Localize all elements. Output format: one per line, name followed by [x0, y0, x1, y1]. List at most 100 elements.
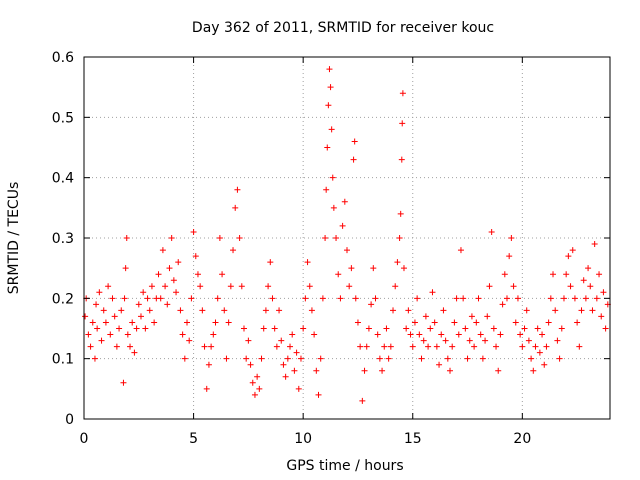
- data-point: [107, 331, 114, 338]
- data-point: [506, 253, 513, 260]
- data-point: [569, 247, 576, 254]
- data-point: [556, 355, 563, 362]
- data-point: [420, 337, 427, 344]
- data-point: [512, 319, 519, 326]
- data-point: [602, 325, 609, 332]
- data-point: [451, 319, 458, 326]
- data-point: [528, 355, 535, 362]
- x-tick-label: 0: [80, 431, 89, 447]
- data-points: [82, 66, 611, 404]
- data-point: [190, 228, 197, 235]
- data-point: [346, 283, 353, 290]
- data-point: [596, 271, 603, 278]
- data-point: [585, 265, 592, 272]
- data-point: [335, 271, 342, 278]
- data-point: [563, 271, 570, 278]
- data-point: [308, 307, 315, 314]
- data-point: [276, 307, 283, 314]
- data-point: [98, 337, 105, 344]
- data-point: [414, 295, 421, 302]
- data-point: [523, 307, 530, 314]
- data-point: [357, 343, 364, 350]
- data-point: [140, 289, 147, 296]
- data-point: [499, 301, 506, 308]
- data-point: [550, 271, 557, 278]
- data-point: [473, 319, 480, 326]
- data-point: [164, 301, 171, 308]
- data-point: [137, 313, 144, 320]
- data-point: [477, 331, 484, 338]
- data-point: [545, 319, 552, 326]
- data-point: [442, 337, 449, 344]
- data-point: [534, 325, 541, 332]
- data-point: [387, 343, 394, 350]
- data-point: [82, 313, 89, 320]
- data-point: [247, 361, 254, 368]
- data-point: [243, 355, 250, 362]
- data-point: [327, 84, 334, 91]
- data-point: [416, 331, 423, 338]
- data-point: [273, 343, 280, 350]
- data-point: [168, 235, 175, 241]
- data-point: [348, 265, 355, 272]
- data-point: [580, 277, 587, 284]
- data-point: [118, 307, 125, 314]
- data-point: [142, 325, 149, 332]
- data-point: [521, 325, 528, 332]
- data-point: [600, 289, 607, 296]
- data-point: [166, 265, 173, 272]
- data-point: [116, 325, 123, 332]
- data-point: [493, 343, 500, 350]
- data-point: [392, 283, 399, 290]
- data-point: [449, 343, 456, 350]
- data-point: [188, 295, 195, 302]
- y-tick-label: 0.5: [52, 110, 74, 126]
- data-point: [216, 235, 223, 241]
- data-point: [466, 337, 473, 344]
- data-point: [155, 271, 162, 278]
- data-point: [225, 319, 232, 326]
- data-point: [89, 319, 96, 326]
- data-point: [324, 144, 331, 151]
- data-point: [479, 355, 486, 362]
- data-point: [251, 391, 258, 398]
- data-point: [214, 295, 221, 302]
- data-point: [576, 343, 583, 350]
- data-point: [425, 343, 432, 350]
- data-point: [333, 235, 340, 241]
- y-tick-label: 0.2: [52, 291, 74, 307]
- data-point: [151, 319, 158, 326]
- data-point: [399, 120, 406, 127]
- data-point: [558, 325, 565, 332]
- data-point: [96, 289, 103, 296]
- data-point: [341, 198, 348, 205]
- x-tick-label: 15: [404, 431, 422, 447]
- data-point: [102, 319, 109, 326]
- data-point: [302, 295, 309, 302]
- data-point: [560, 295, 567, 302]
- data-point: [322, 235, 329, 241]
- data-point: [361, 367, 368, 374]
- data-point: [582, 295, 589, 302]
- data-point: [455, 331, 462, 338]
- data-point: [100, 307, 107, 314]
- data-point: [232, 204, 239, 211]
- data-point: [267, 259, 274, 266]
- data-point: [223, 355, 230, 362]
- data-point: [400, 265, 407, 272]
- data-point: [326, 66, 333, 73]
- data-point: [328, 126, 335, 133]
- data-point: [325, 102, 332, 109]
- data-point: [422, 313, 429, 320]
- data-point: [359, 397, 366, 404]
- data-point: [323, 186, 330, 193]
- data-point: [447, 367, 454, 374]
- data-point: [418, 355, 425, 362]
- data-point: [157, 295, 164, 302]
- data-point: [475, 295, 482, 302]
- data-point: [291, 367, 298, 374]
- data-point: [411, 319, 418, 326]
- data-point: [197, 283, 204, 290]
- data-point: [510, 283, 517, 290]
- data-point: [282, 373, 289, 380]
